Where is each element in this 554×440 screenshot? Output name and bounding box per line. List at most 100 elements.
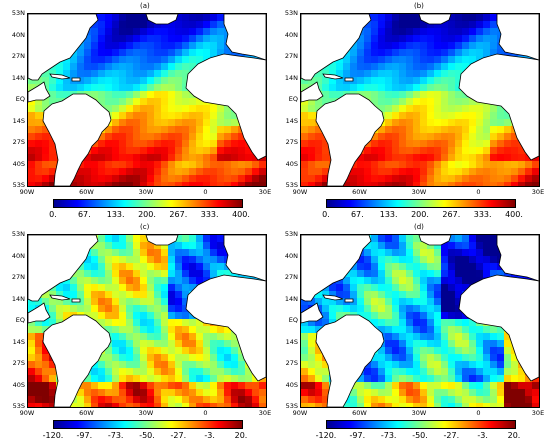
- field-cell: [154, 105, 162, 113]
- field-cell: [448, 133, 456, 141]
- field-cell: [119, 49, 127, 57]
- field-cell: [175, 70, 183, 78]
- field-cell: [112, 354, 120, 362]
- field-cell: [147, 112, 155, 120]
- field-cell: [84, 270, 92, 278]
- field-cell: [455, 161, 463, 169]
- field-cell: [196, 361, 204, 369]
- field-cell: [112, 70, 120, 78]
- field-cell: [364, 168, 372, 176]
- field-cell: [175, 389, 183, 397]
- field-cell: [392, 270, 400, 278]
- lat-label: 53N: [11, 9, 25, 17]
- field-cell: [427, 84, 435, 92]
- map-canvas-b: [301, 14, 539, 186]
- field-cell: [245, 368, 253, 376]
- field-cell: [112, 263, 120, 271]
- field-cell: [140, 21, 148, 29]
- field-cell: [406, 235, 414, 243]
- field-cell: [476, 270, 484, 278]
- field-cell: [364, 84, 372, 92]
- field-cell: [441, 119, 449, 127]
- field-cell: [434, 70, 442, 78]
- colorbar-tick-label: 20.: [507, 431, 521, 440]
- field-cell: [161, 140, 169, 148]
- field-cell: [168, 28, 176, 36]
- field-cell: [441, 147, 449, 155]
- field-cell: [322, 98, 330, 106]
- field-cell: [336, 305, 344, 313]
- field-cell: [455, 154, 463, 162]
- field-cell: [385, 91, 393, 99]
- lat-label: 53S: [12, 402, 25, 410]
- field-cell: [497, 403, 505, 407]
- field-cell: [147, 333, 155, 341]
- field-cell: [420, 28, 428, 36]
- field-cell: [77, 84, 85, 92]
- field-cell: [336, 277, 344, 285]
- field-cell: [462, 112, 470, 120]
- field-cell: [140, 133, 148, 141]
- field-cell: [189, 270, 197, 278]
- lon-label: 0: [476, 188, 481, 196]
- field-cell: [147, 347, 155, 355]
- field-cell: [392, 77, 400, 85]
- field-cell: [126, 284, 134, 292]
- land-centralAmerica: [28, 81, 51, 103]
- field-cell: [462, 256, 470, 264]
- field-cell: [133, 56, 141, 64]
- field-cell: [504, 361, 512, 369]
- field-cell: [315, 354, 323, 362]
- field-cell: [511, 168, 519, 176]
- field-cell: [448, 49, 456, 57]
- field-cell: [210, 242, 218, 250]
- field-cell: [28, 98, 36, 106]
- field-cell: [462, 396, 470, 404]
- lat-label: 40S: [285, 380, 298, 389]
- field-cell: [224, 175, 232, 183]
- field-cell: [420, 403, 428, 407]
- field-cell: [140, 14, 148, 22]
- field-cell: [245, 182, 253, 186]
- field-cell: [112, 389, 120, 397]
- field-cell: [189, 49, 197, 57]
- field-cell: [231, 147, 239, 155]
- field-cell: [154, 263, 162, 271]
- field-cell: [301, 319, 309, 327]
- field-cell: [70, 277, 78, 285]
- field-cell: [112, 242, 120, 250]
- field-cell: [105, 375, 113, 383]
- field-cell: [406, 284, 414, 292]
- colorbar-tick-label: 333.: [200, 210, 219, 219]
- field-cell: [315, 182, 323, 186]
- field-cell: [413, 347, 421, 355]
- field-cell: [385, 249, 393, 257]
- field-cell: [203, 21, 211, 29]
- field-cell: [329, 63, 337, 71]
- field-cell: [378, 168, 386, 176]
- field-cell: [133, 182, 141, 186]
- field-cell: [168, 21, 176, 29]
- field-cell: [511, 382, 519, 390]
- field-cell: [413, 154, 421, 162]
- field-cell: [357, 42, 365, 50]
- field-cell: [196, 375, 204, 383]
- field-cell: [434, 284, 442, 292]
- field-cell: [462, 347, 470, 355]
- field-cell: [84, 70, 92, 78]
- field-cell: [420, 77, 428, 85]
- field-cell: [140, 389, 148, 397]
- field-cell: [350, 70, 358, 78]
- field-cell: [210, 133, 218, 141]
- field-cell: [469, 49, 477, 57]
- field-cell: [84, 168, 92, 176]
- field-cell: [189, 263, 197, 271]
- field-cell: [420, 70, 428, 78]
- field-cell: [448, 305, 456, 313]
- field-cell: [413, 91, 421, 99]
- field-cell: [483, 140, 491, 148]
- field-cell: [511, 375, 519, 383]
- field-cell: [357, 389, 365, 397]
- field-cell: [140, 368, 148, 376]
- field-cell: [126, 305, 134, 313]
